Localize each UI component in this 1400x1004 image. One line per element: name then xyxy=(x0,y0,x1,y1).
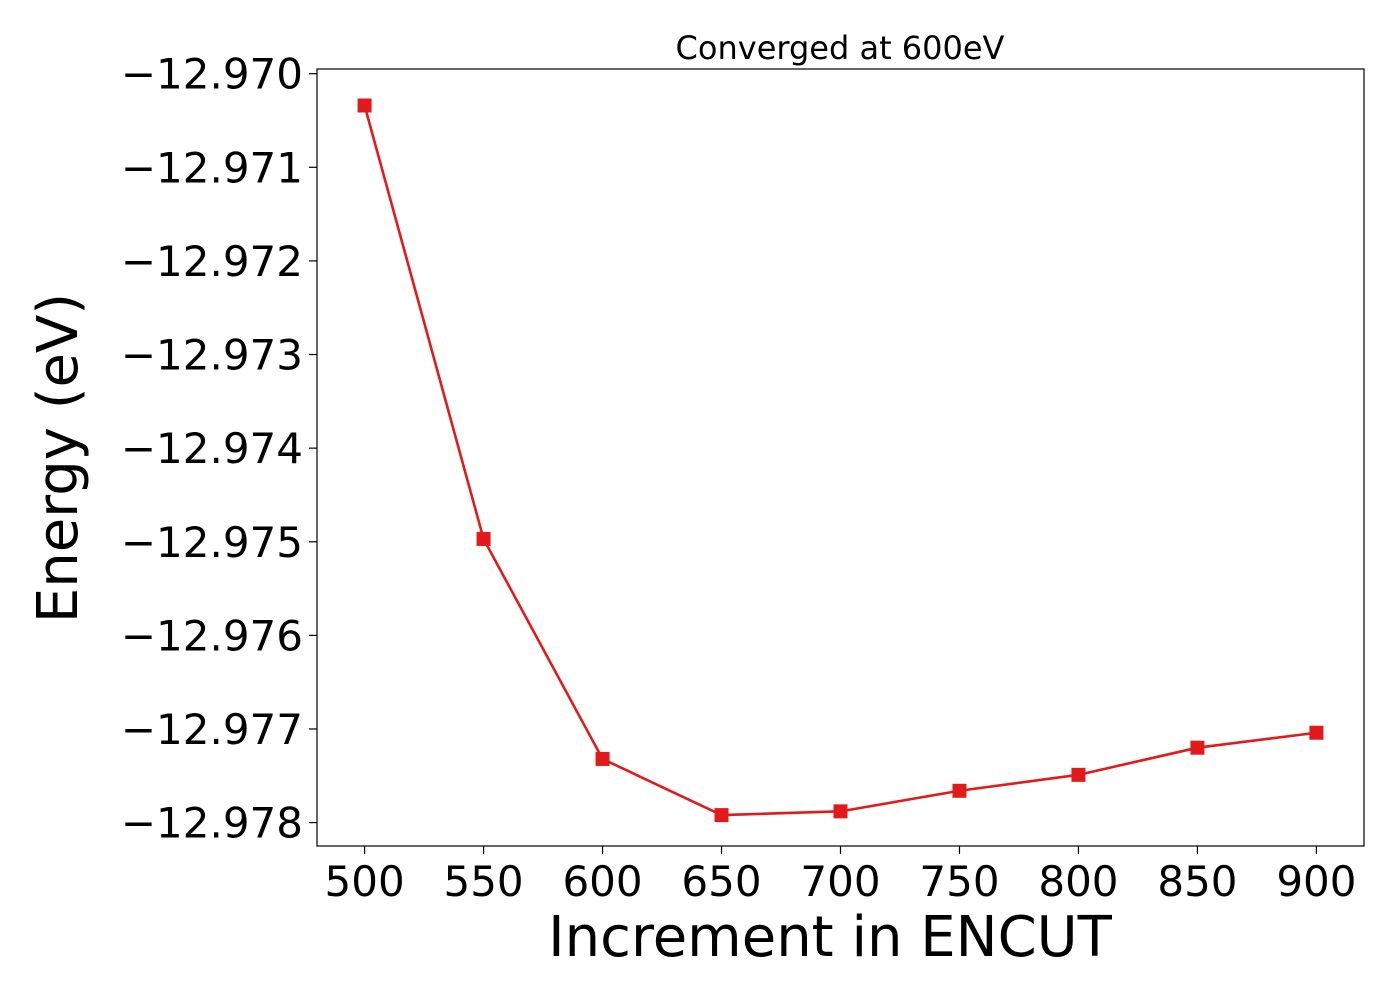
data-point-marker xyxy=(1071,767,1086,782)
y-tick-label: −12.976 xyxy=(121,611,303,660)
y-axis-ticks: −12.970 −12.971 −12.972 −12.973 −12.974 −12.9… xyxy=(121,50,317,848)
x-tick-label: 900 xyxy=(1276,857,1356,906)
data-point-marker xyxy=(714,808,729,823)
plot-area-background xyxy=(317,69,1364,846)
y-tick-label: −12.971 xyxy=(121,143,303,192)
y-tick-label: −12.977 xyxy=(121,705,303,754)
series-layer xyxy=(357,98,1324,823)
data-point-marker xyxy=(952,783,967,798)
data-point-marker xyxy=(357,98,372,113)
x-tick-label: 800 xyxy=(1038,857,1118,906)
y-tick-label: −12.970 xyxy=(121,50,303,99)
data-point-marker xyxy=(1190,740,1205,755)
y-tick-label: −12.972 xyxy=(121,237,303,286)
plot-frame xyxy=(316,68,1365,847)
x-tick-label: 600 xyxy=(562,857,642,906)
data-point-marker xyxy=(595,751,610,766)
y-tick-label: −12.973 xyxy=(121,331,303,380)
y-axis-label: Energy (eV) xyxy=(26,293,91,623)
y-tick-label: −12.978 xyxy=(121,799,303,848)
x-tick-label: 500 xyxy=(325,857,405,906)
y-tick-label: −12.975 xyxy=(121,518,303,567)
x-tick-label: 750 xyxy=(919,857,999,906)
x-tick-label: 850 xyxy=(1157,857,1237,906)
data-point-marker xyxy=(833,804,848,819)
chart-title: Converged at 600eV xyxy=(676,29,1005,67)
x-axis-ticks: 500 550 600 650 700 750 800 850 900 xyxy=(325,846,1356,906)
x-tick-label: 700 xyxy=(800,857,880,906)
data-point-marker xyxy=(476,531,491,546)
y-tick-label: −12.974 xyxy=(121,424,303,473)
x-tick-label: 550 xyxy=(443,857,523,906)
x-axis-label: Increment in ENCUT xyxy=(548,905,1113,970)
x-tick-label: 650 xyxy=(681,857,761,906)
data-point-marker xyxy=(1309,725,1324,740)
